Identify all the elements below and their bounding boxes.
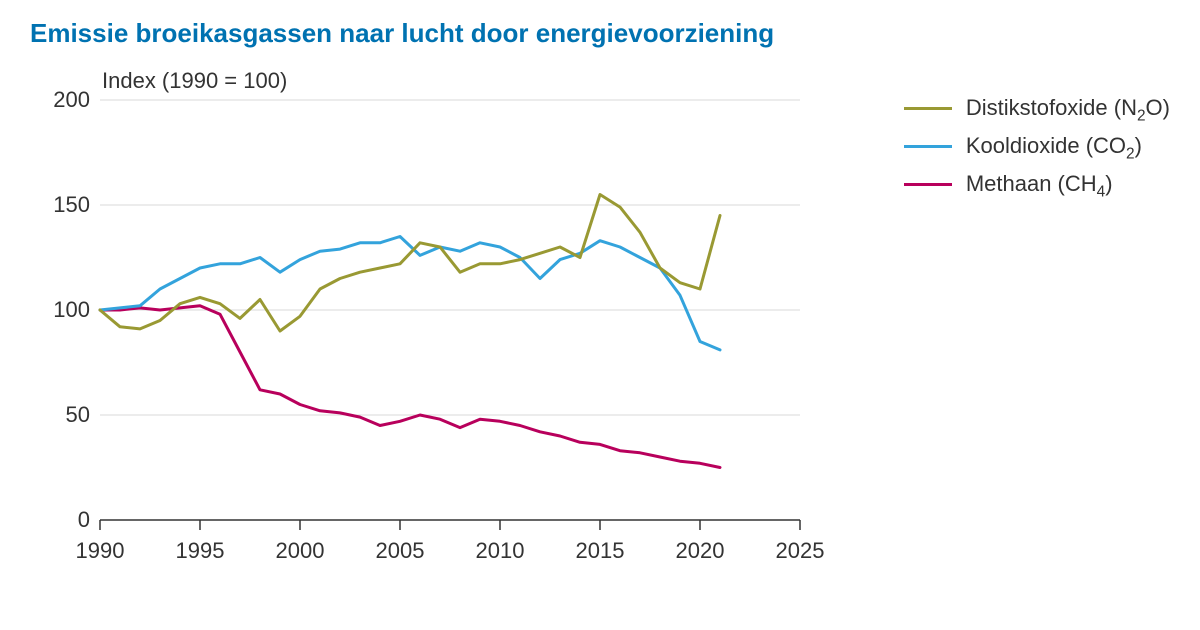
legend-swatch bbox=[904, 183, 952, 186]
legend-label: Distikstofoxide (N2O) bbox=[966, 95, 1170, 121]
x-tick-label: 2025 bbox=[776, 538, 825, 564]
legend-label: Methaan (CH4) bbox=[966, 171, 1113, 197]
series-ch4 bbox=[100, 306, 720, 468]
x-tick-label: 2020 bbox=[676, 538, 725, 564]
x-tick-label: 2000 bbox=[276, 538, 325, 564]
x-tick-label: 1995 bbox=[176, 538, 225, 564]
x-tick-label: 2010 bbox=[476, 538, 525, 564]
legend-item-ch4: Methaan (CH4) bbox=[904, 171, 1170, 197]
x-tick-label: 2015 bbox=[576, 538, 625, 564]
y-tick-label: 50 bbox=[30, 402, 90, 428]
legend: Distikstofoxide (N2O) Kooldioxide (CO2) Me… bbox=[904, 95, 1170, 209]
chart-title: Emissie broeikasgassen naar lucht door e… bbox=[30, 18, 774, 49]
y-tick-label: 200 bbox=[30, 87, 90, 113]
legend-swatch bbox=[904, 107, 952, 110]
plot-area bbox=[70, 70, 830, 550]
legend-item-co2: Kooldioxide (CO2) bbox=[904, 133, 1170, 159]
x-tick-label: 1990 bbox=[76, 538, 125, 564]
series-n2o bbox=[100, 195, 720, 332]
y-tick-label: 150 bbox=[30, 192, 90, 218]
y-tick-label: 0 bbox=[30, 507, 90, 533]
chart-container: { "title": "Emissie broeikasgassen naar … bbox=[0, 0, 1200, 630]
y-tick-label: 100 bbox=[30, 297, 90, 323]
x-tick-label: 2005 bbox=[376, 538, 425, 564]
legend-item-n2o: Distikstofoxide (N2O) bbox=[904, 95, 1170, 121]
legend-label: Kooldioxide (CO2) bbox=[966, 133, 1142, 159]
legend-swatch bbox=[904, 145, 952, 148]
